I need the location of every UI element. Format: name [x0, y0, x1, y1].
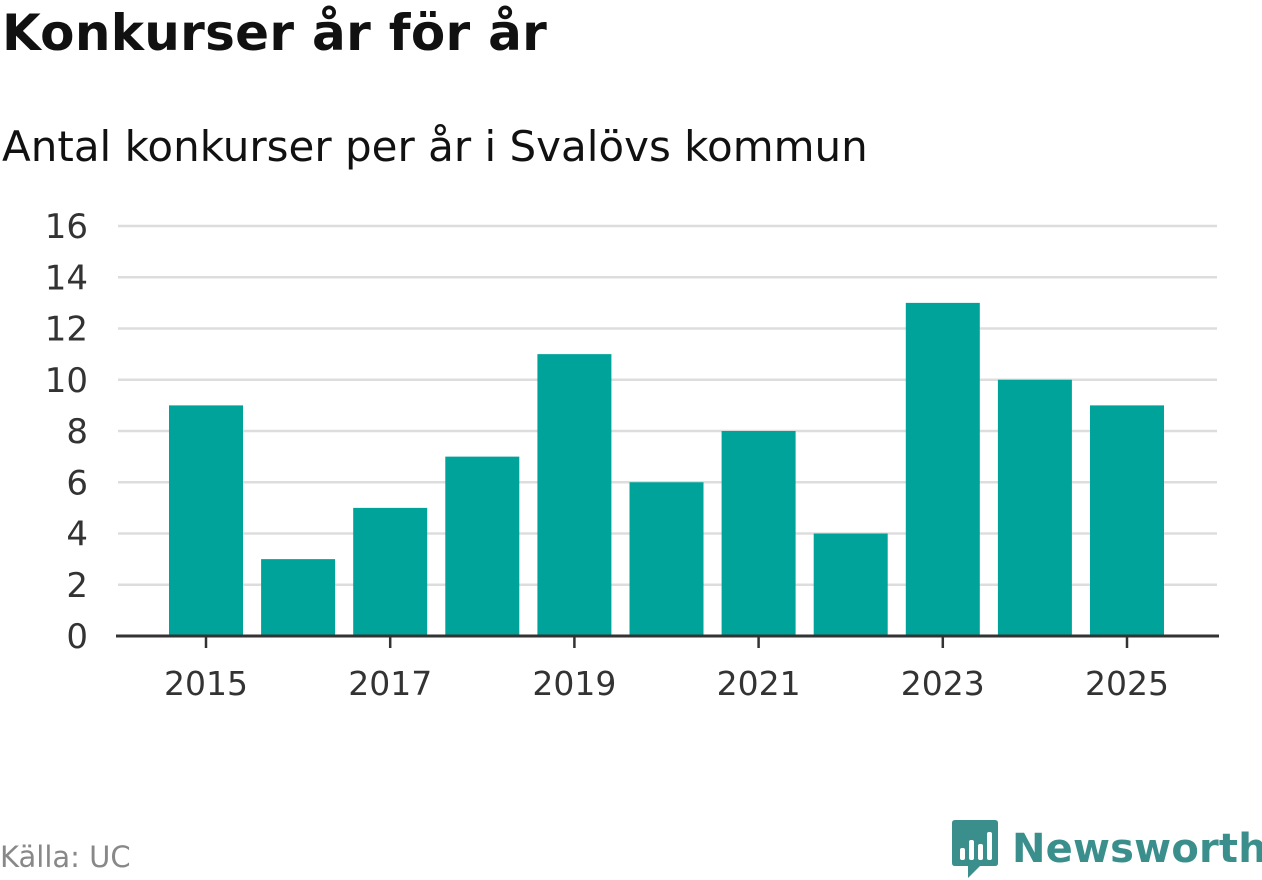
y-tick-label-12: 12 — [45, 310, 88, 350]
x-tick-label-2021: 2021 — [717, 664, 801, 703]
x-tick-label-2015: 2015 — [164, 664, 248, 703]
x-tick-label-2019: 2019 — [532, 664, 616, 703]
bar-2018 — [445, 456, 520, 636]
bar-2017 — [353, 507, 428, 636]
bar-2015 — [169, 405, 243, 636]
chart-subtitle: Antal konkurser per år i Svalövs kommun — [2, 122, 868, 171]
bar-chart: 0 2 4 6 8 10 12 14 16 2015 2017 2019 2021 2023 2025 — [45, 207, 1219, 703]
bar-chart-speech-bubble-icon — [952, 820, 998, 878]
bar-2019 — [537, 354, 612, 636]
y-tick-label-6: 6 — [66, 463, 88, 503]
bar-2016 — [261, 559, 336, 636]
y-tick-label-0: 0 — [66, 617, 88, 657]
x-tick-label-2025: 2025 — [1085, 664, 1169, 703]
y-tick-label-14: 14 — [45, 258, 88, 298]
bar-2025 — [1090, 405, 1164, 636]
bar-2021 — [721, 431, 796, 636]
source-note: Källa: UC — [0, 840, 131, 874]
y-tick-label-2: 2 — [66, 566, 88, 606]
bar-2022 — [813, 533, 888, 636]
brand-logo: Newsworthy — [950, 818, 1262, 880]
bar-2024 — [997, 379, 1072, 636]
bar-2020 — [629, 482, 704, 636]
chart-title: Konkurser år för år — [2, 4, 548, 62]
bar-2023 — [905, 302, 980, 636]
brand-name: Newsworthy — [1012, 826, 1262, 872]
y-tick-label-16: 16 — [45, 207, 88, 247]
y-tick-label-8: 8 — [66, 412, 88, 452]
x-tick-label-2017: 2017 — [348, 664, 432, 703]
bars — [169, 302, 1164, 636]
y-tick-label-4: 4 — [66, 515, 88, 555]
x-axis: 2015 2017 2019 2021 2023 2025 — [116, 634, 1219, 703]
y-tick-label-10: 10 — [45, 361, 88, 401]
x-tick-label-2023: 2023 — [901, 664, 985, 703]
y-axis-ticks: 0 2 4 6 8 10 12 14 16 — [45, 207, 88, 657]
